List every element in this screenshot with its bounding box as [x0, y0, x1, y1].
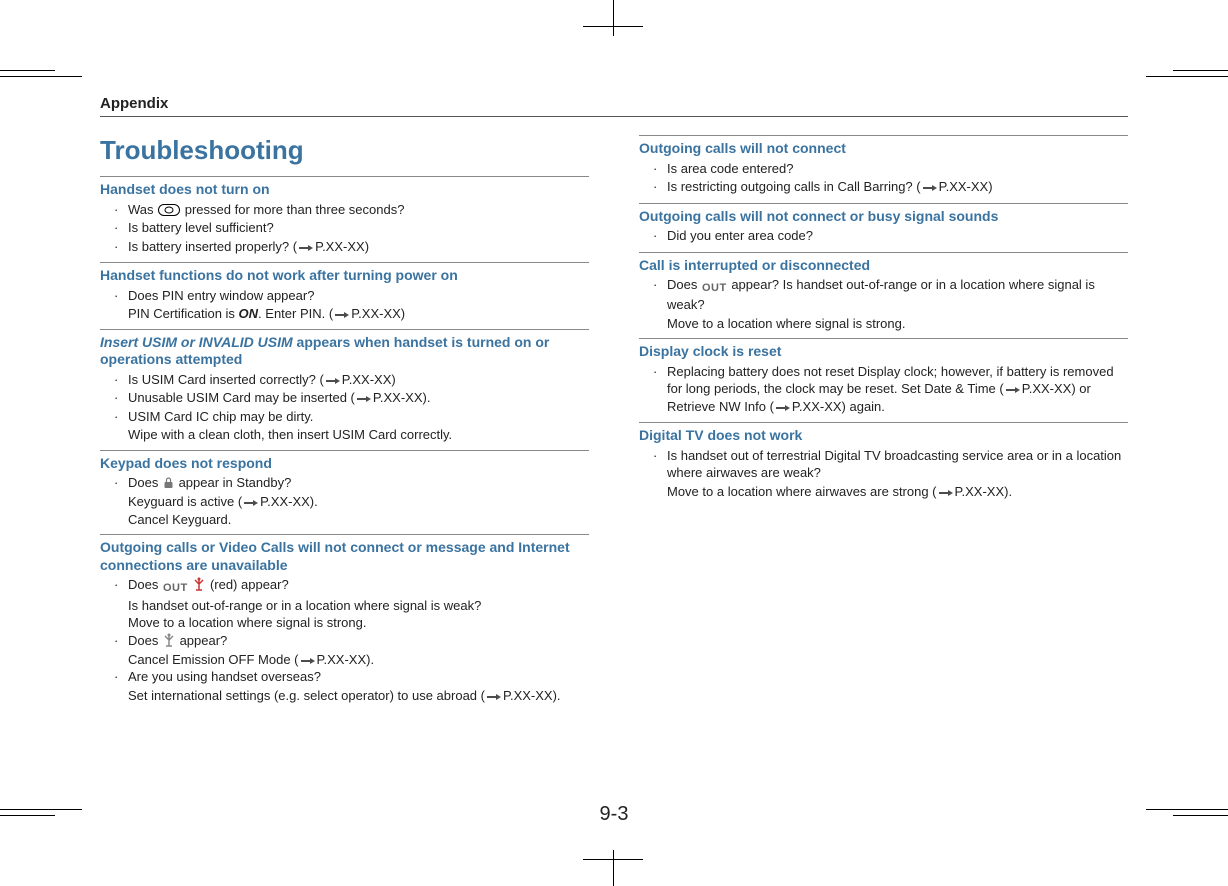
section-heading: Keypad does not respond: [100, 455, 589, 473]
columns: Troubleshooting Handset does not turn on…: [100, 135, 1128, 710]
out-icon: OUT: [702, 281, 727, 296]
section-heading: Digital TV does not work: [639, 427, 1128, 445]
list-item: Does OUT (red) appear?: [100, 576, 589, 596]
list-item: Does appear in Standby?: [100, 474, 589, 492]
troubleshooting-section: Handset functions do not work after turn…: [100, 262, 589, 329]
list-item: Replacing battery does not reset Display…: [639, 363, 1128, 416]
section-heading: Call is interrupted or disconnected: [639, 257, 1128, 275]
list-continuation: Keyguard is active (P.XX-XX).: [100, 493, 589, 511]
antenna-icon: [163, 633, 175, 647]
troubleshooting-section: Display clock is reset Replacing battery …: [639, 338, 1128, 422]
page-header: Appendix: [100, 95, 1128, 117]
pointing-hand-icon: [325, 376, 341, 386]
list-item: Does OUT appear? Is handset out-of-range…: [639, 276, 1128, 313]
list-item: Is area code entered?: [639, 160, 1128, 178]
list-item: Is restricting outgoing calls in Call Ba…: [639, 178, 1128, 196]
antenna-icon: [193, 577, 205, 591]
pointing-hand-icon: [1005, 385, 1021, 395]
left-column: Troubleshooting Handset does not turn on…: [100, 135, 589, 710]
page-container: Appendix Troubleshooting Handset does no…: [100, 95, 1128, 821]
section-heading: Outgoing calls will not connect or busy …: [639, 208, 1128, 226]
list-item: Is USIM Card inserted correctly? (P.XX-X…: [100, 371, 589, 389]
troubleshooting-section: Call is interrupted or disconnectedDoes …: [639, 252, 1128, 338]
troubleshooting-section: Digital TV does not work Is handset out o…: [639, 422, 1128, 506]
troubleshooting-section: Handset does not turn on Was pressed for …: [100, 176, 589, 262]
list-item: Are you using handset overseas?: [100, 668, 589, 686]
section-heading: Insert USIM or INVALID USIM appears when…: [100, 334, 589, 369]
pointing-hand-icon: [356, 394, 372, 404]
list-continuation: Move to a location where airwaves are st…: [639, 483, 1128, 501]
page-number: 9-3: [100, 803, 1128, 826]
troubleshooting-section: Outgoing calls will not connect Is area c…: [639, 135, 1128, 203]
list-continuation: Wipe with a clean cloth, then insert USI…: [100, 426, 589, 444]
pointing-hand-icon: [938, 488, 954, 498]
list-continuation: Cancel Keyguard.: [100, 511, 589, 529]
section-heading: Outgoing calls will not connect: [639, 140, 1128, 158]
lock-icon: [163, 477, 174, 489]
pointing-hand-icon: [243, 498, 259, 508]
list-item: Is handset out of terrestrial Digital TV…: [639, 447, 1128, 482]
pointing-hand-icon: [300, 656, 316, 666]
troubleshooting-section: Keypad does not respondDoes appear in St…: [100, 450, 589, 534]
right-column: Outgoing calls will not connect Is area c…: [639, 135, 1128, 710]
pointing-hand-icon: [334, 310, 350, 320]
list-item: Does PIN entry window appear?: [100, 287, 589, 305]
list-item: Is battery level sufficient?: [100, 219, 589, 237]
section-heading: Handset functions do not work after turn…: [100, 267, 589, 285]
list-continuation: Is handset out-of-range or in a location…: [100, 597, 589, 615]
troubleshooting-section: Insert USIM or INVALID USIM appears when…: [100, 329, 589, 450]
power-button-icon: [158, 204, 180, 216]
pointing-hand-icon: [486, 692, 502, 702]
section-heading: Display clock is reset: [639, 343, 1128, 361]
list-continuation: Set international settings (e.g. select …: [100, 687, 589, 705]
list-item: USIM Card IC chip may be dirty.: [100, 408, 589, 426]
list-item: Is battery inserted properly? (P.XX-XX): [100, 238, 589, 256]
out-icon: OUT: [163, 581, 188, 596]
list-item: Was pressed for more than three seconds?: [100, 201, 589, 219]
list-continuation: PIN Certification is ON. Enter PIN. (P.X…: [100, 305, 589, 323]
list-item: Unusable USIM Card may be inserted (P.XX…: [100, 389, 589, 407]
pointing-hand-icon: [922, 183, 938, 193]
list-continuation: Move to a location where signal is stron…: [639, 315, 1128, 333]
list-item: Does appear?: [100, 632, 589, 650]
list-item: Did you enter area code?: [639, 227, 1128, 245]
list-continuation: Move to a location where signal is stron…: [100, 614, 589, 632]
section-heading: Handset does not turn on: [100, 181, 589, 199]
list-continuation: Cancel Emission OFF Mode (P.XX-XX).: [100, 651, 589, 669]
troubleshooting-section: Outgoing calls will not connect or busy …: [639, 203, 1128, 252]
pointing-hand-icon: [775, 403, 791, 413]
pointing-hand-icon: [298, 243, 314, 253]
section-heading: Outgoing calls or Video Calls will not c…: [100, 539, 589, 574]
troubleshooting-section: Outgoing calls or Video Calls will not c…: [100, 534, 589, 710]
page-title: Troubleshooting: [100, 135, 589, 166]
